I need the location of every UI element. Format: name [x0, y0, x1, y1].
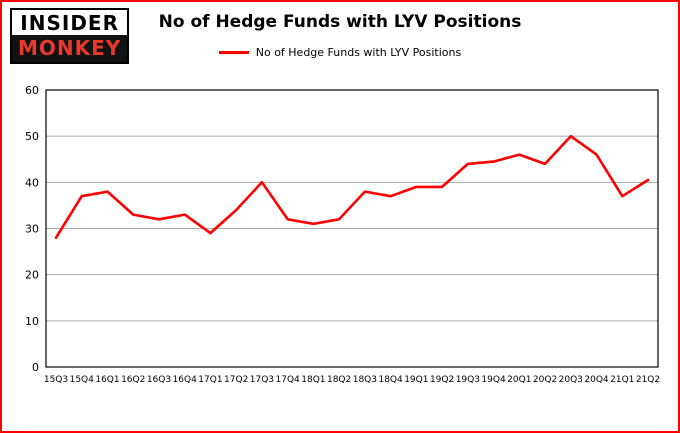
x-tick-label: 17Q1 [198, 375, 222, 385]
x-tick-label: 19Q3 [456, 375, 480, 385]
x-tick-label: 20Q2 [533, 375, 557, 385]
x-tick-label: 19Q4 [481, 375, 506, 385]
y-tick-label: 50 [25, 130, 39, 143]
x-tick-label: 16Q1 [95, 375, 119, 385]
x-tick-label: 15Q4 [70, 375, 95, 385]
x-tick-label: 16Q4 [173, 375, 198, 385]
chart-title: No of Hedge Funds with LYV Positions [158, 12, 522, 32]
x-tick-label: 19Q1 [404, 375, 428, 385]
x-tick-label: 16Q2 [121, 375, 145, 385]
x-tick-label: 17Q2 [224, 375, 248, 385]
y-tick-label: 60 [25, 84, 39, 97]
chart-header: INSIDER MONKEY No of Hedge Funds with LY… [2, 2, 678, 82]
x-tick-label: 18Q1 [301, 375, 325, 385]
x-tick-label: 17Q4 [276, 375, 301, 385]
series-line [54, 134, 650, 239]
x-tick-label: 20Q1 [507, 375, 531, 385]
x-tick-label: 20Q4 [584, 375, 609, 385]
x-tick-label: 19Q2 [430, 375, 454, 385]
x-tick-label: 21Q1 [610, 375, 634, 385]
y-tick-label: 30 [25, 223, 39, 236]
x-tick-label: 16Q3 [147, 375, 171, 385]
plot-border [45, 89, 659, 368]
x-tick-label: 20Q3 [559, 375, 583, 385]
insider-monkey-logo: INSIDER MONKEY [10, 8, 130, 64]
logo-text-monkey: MONKEY [12, 35, 128, 62]
x-tick-label: 15Q3 [44, 375, 68, 385]
y-tick-label: 40 [25, 176, 39, 189]
x-tick-label: 18Q2 [327, 375, 351, 385]
x-tick-label: 21Q2 [636, 375, 660, 385]
legend-line-swatch [218, 51, 249, 54]
x-tick-label: 18Q4 [378, 375, 403, 385]
x-tick-label: 18Q3 [353, 375, 377, 385]
y-tick-label: 0 [32, 361, 39, 374]
legend-label: No of Hedge Funds with LYV Positions [255, 46, 462, 59]
chart-legend: No of Hedge Funds with LYV Positions [2, 46, 678, 59]
y-tick-label: 20 [25, 269, 39, 282]
logo-text-insider: INSIDER [12, 10, 128, 35]
x-tick-label: 17Q3 [250, 375, 274, 385]
title-block: No of Hedge Funds with LYV Positions No … [2, 12, 678, 59]
y-tick-label: 10 [25, 315, 39, 328]
